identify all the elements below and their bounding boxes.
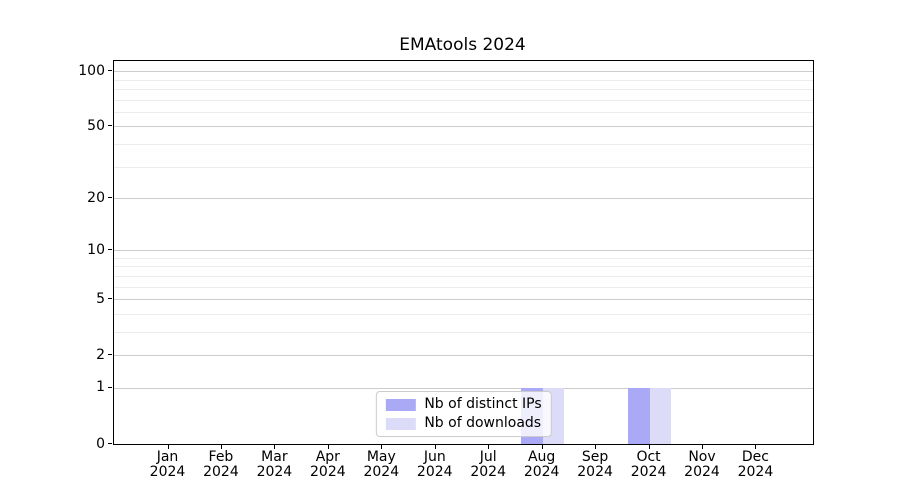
x-axis-label-oct: Oct 2024 <box>630 449 667 480</box>
gridline-minor-4 <box>114 313 813 315</box>
bars-layer <box>114 61 813 444</box>
legend-label-1: Nb of downloads <box>424 415 542 431</box>
x-axis-label-mar: Mar 2024 <box>256 449 293 480</box>
gridline-major-50 <box>114 126 813 128</box>
legend: Nb of distinct IPs Nb of downloads <box>375 391 552 437</box>
x-axis-tick-jan <box>167 445 169 449</box>
x-axis-label-jul: Jul 2024 <box>470 449 506 480</box>
x-axis-tick-jun <box>434 445 436 449</box>
gridline-minor-40 <box>114 143 813 145</box>
y-axis-tick-2 <box>108 354 112 356</box>
gridline-major-2 <box>114 355 813 357</box>
y-axis-label-5: 5 <box>96 290 105 307</box>
gridline-minor-7 <box>114 275 813 277</box>
x-axis-tick-sep <box>595 445 597 449</box>
y-axis-label-50: 50 <box>87 117 105 134</box>
x-axis-label-feb: Feb 2024 <box>203 449 239 480</box>
bar-oct-nb-of-distinct-ips <box>628 387 650 444</box>
y-axis-label-10: 10 <box>87 241 105 258</box>
y-axis-tick-100 <box>108 70 112 72</box>
y-axis-label-1: 1 <box>96 379 105 396</box>
gridline-minor-30 <box>114 166 813 168</box>
x-axis-tick-may <box>381 445 383 449</box>
y-axis-tick-50 <box>108 125 112 127</box>
x-axis-tick-dec <box>755 445 757 449</box>
plot-area: Nb of distinct IPs Nb of downloads <box>113 60 814 445</box>
y-axis-label-2: 2 <box>96 346 105 363</box>
x-axis-tick-jul <box>488 445 490 449</box>
x-axis-label-apr: Apr 2024 <box>310 449 346 480</box>
y-axis-label-100: 100 <box>78 62 105 79</box>
gridline-minor-90 <box>114 79 813 81</box>
x-axis-label-dec: Dec 2024 <box>737 449 774 480</box>
chart-title: EMAtools 2024 <box>399 35 526 55</box>
gridline-minor-60 <box>114 111 813 113</box>
legend-entry-1: Nb of downloads <box>385 416 541 431</box>
legend-entry-0: Nb of distinct IPs <box>385 396 542 412</box>
x-axis-tick-feb <box>220 445 222 449</box>
x-axis-tick-aug <box>541 445 543 449</box>
gridline-major-20 <box>114 198 813 200</box>
bar-oct-nb-of-downloads <box>649 387 671 444</box>
y-axis-tick-5 <box>108 298 112 300</box>
x-axis-label-aug: Aug 2024 <box>523 449 560 480</box>
gridline-major-5 <box>114 299 813 301</box>
x-axis-label-may: May 2024 <box>363 449 400 480</box>
y-axis-label-20: 20 <box>87 189 105 206</box>
y-axis-tick-0 <box>108 443 112 444</box>
x-axis-tick-mar <box>274 445 276 449</box>
gridline-minor-6 <box>114 286 813 288</box>
x-axis-tick-nov <box>702 445 703 449</box>
gridline-major-100 <box>114 71 813 73</box>
y-axis-tick-1 <box>108 386 112 388</box>
legend-label-0: Nb of distinct IPs <box>424 396 542 412</box>
x-axis-label-jan: Jan 2024 <box>149 449 186 480</box>
x-axis-label-nov: Nov 2024 <box>684 449 720 480</box>
x-axis-label-sep: Sep 2024 <box>577 449 613 480</box>
x-axis-label-jun: Jun 2024 <box>416 449 453 480</box>
y-axis-tick-10 <box>108 249 112 251</box>
grid-layer <box>114 61 813 444</box>
gridline-minor-70 <box>114 99 813 101</box>
gridline-minor-8 <box>114 266 813 268</box>
x-axis-tick-oct <box>648 445 650 449</box>
gridline-minor-80 <box>114 88 813 90</box>
legend-swatch-0 <box>385 398 416 411</box>
x-axis-tick-apr <box>327 445 329 449</box>
gridline-major-10 <box>114 250 813 252</box>
legend-swatch-1 <box>385 417 416 430</box>
gridline-major-1 <box>114 387 813 389</box>
gridline-minor-3 <box>114 331 813 333</box>
gridline-minor-9 <box>114 257 813 259</box>
y-axis-tick-20 <box>108 197 112 199</box>
y-axis-label-0: 0 <box>96 435 105 452</box>
